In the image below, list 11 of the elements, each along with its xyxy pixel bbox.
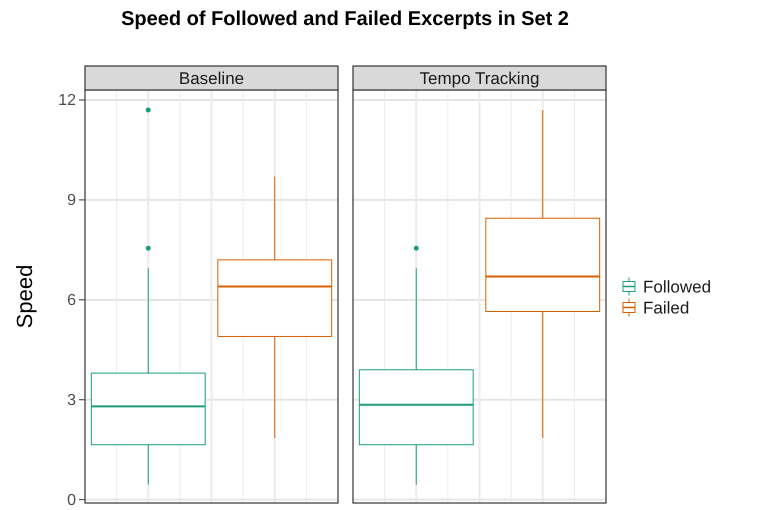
legend-label: Failed: [643, 298, 690, 318]
y-tick-label: 12: [58, 92, 76, 110]
chart-title: Speed of Followed and Failed Excerpts in Set 2: [121, 8, 569, 30]
y-tick-label: 0: [67, 492, 76, 509]
x-tick-label: Baseline: [178, 69, 244, 88]
y-tick-label: 6: [67, 292, 76, 309]
y-tick-label: 9: [67, 192, 76, 210]
x-tick-label: Tempo Tracking: [420, 69, 540, 88]
legend-label: Followed: [643, 278, 712, 296]
y-axis-title: Speed: [12, 264, 37, 328]
y-tick-label: 3: [67, 392, 76, 409]
